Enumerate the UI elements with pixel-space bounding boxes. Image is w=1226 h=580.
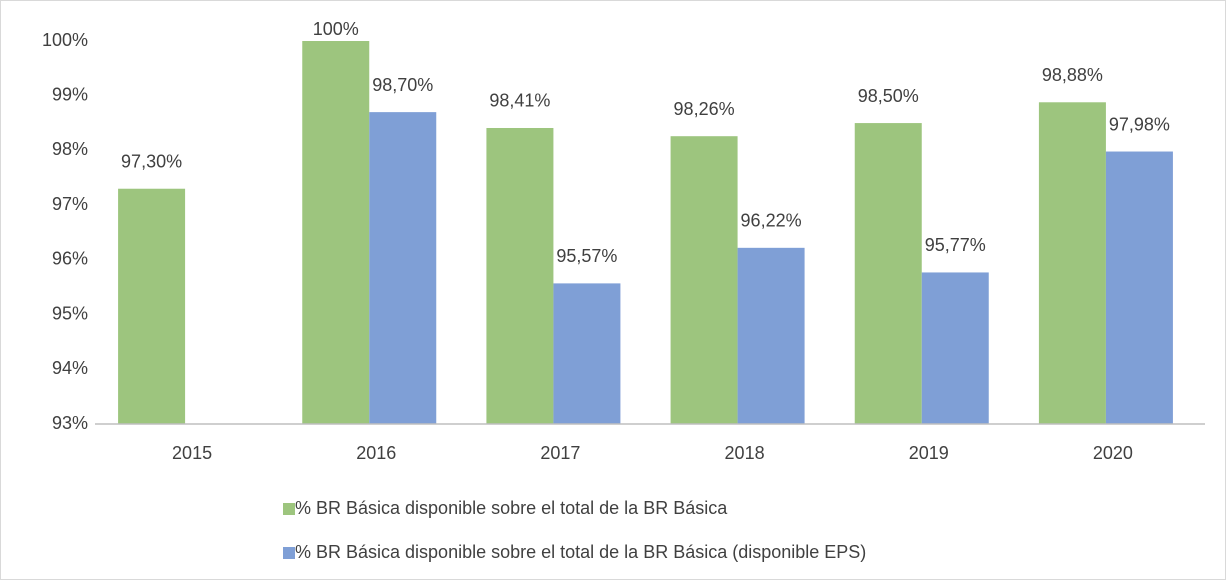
y-tick-label: 93% bbox=[52, 413, 88, 433]
x-tick-label: 2020 bbox=[1093, 443, 1133, 463]
data-label: 95,77% bbox=[925, 235, 986, 255]
data-label: 98,50% bbox=[858, 86, 919, 106]
y-tick-label: 98% bbox=[52, 139, 88, 159]
y-tick-label: 99% bbox=[52, 84, 88, 104]
data-label: 98,26% bbox=[674, 99, 735, 119]
legend-swatch bbox=[283, 503, 295, 515]
bar bbox=[553, 283, 621, 424]
x-tick-label: 2019 bbox=[909, 443, 949, 463]
y-tick-label: 95% bbox=[52, 303, 88, 323]
data-label: 100% bbox=[313, 19, 359, 39]
data-label: 98,88% bbox=[1042, 65, 1103, 85]
data-label: 97,30% bbox=[121, 151, 182, 171]
data-label: 96,22% bbox=[741, 211, 802, 231]
legend-swatch bbox=[283, 547, 295, 559]
bar bbox=[369, 112, 437, 424]
bar bbox=[921, 272, 989, 424]
x-tick-label: 2015 bbox=[172, 443, 212, 463]
bar bbox=[486, 127, 554, 424]
legend-label: % BR Básica disponible sobre el total de… bbox=[295, 498, 728, 518]
data-label: 98,70% bbox=[372, 75, 433, 95]
y-tick-label: 96% bbox=[52, 249, 88, 269]
bar bbox=[1105, 151, 1173, 424]
bar bbox=[118, 188, 186, 424]
y-tick-label: 100% bbox=[42, 30, 88, 50]
x-tick-label: 2018 bbox=[725, 443, 765, 463]
bar bbox=[1038, 102, 1106, 424]
data-label: 98,41% bbox=[489, 91, 550, 111]
bar bbox=[854, 123, 922, 425]
y-tick-label: 97% bbox=[52, 194, 88, 214]
bar bbox=[302, 41, 370, 424]
x-tick-label: 2017 bbox=[540, 443, 580, 463]
bar bbox=[670, 136, 738, 424]
x-tick-label: 2016 bbox=[356, 443, 396, 463]
data-label: 95,57% bbox=[556, 246, 617, 266]
legend-label: % BR Básica disponible sobre el total de… bbox=[295, 542, 866, 562]
y-tick-label: 94% bbox=[52, 358, 88, 378]
bar bbox=[737, 247, 805, 424]
data-label: 97,98% bbox=[1109, 114, 1170, 134]
